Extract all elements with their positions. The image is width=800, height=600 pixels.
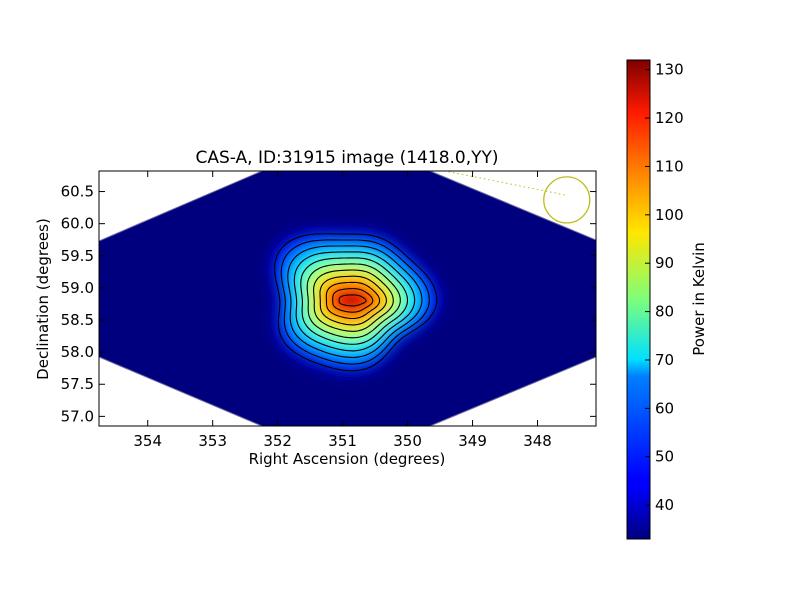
- map-boundary: [99, 171, 596, 426]
- x-tick-label: 352: [263, 432, 292, 450]
- contour-line: [332, 288, 374, 313]
- x-axis: 354 353 352 351 350 349 348: [133, 171, 552, 450]
- y-tick-label: 57.0: [61, 407, 94, 425]
- contour-line: [306, 263, 401, 339]
- colorbar: 40 50 60 70 80 90 100 110 120 130 Power in Kelvin: [626, 59, 708, 540]
- x-tick-label: 351: [328, 432, 357, 450]
- y-tick-label: 60.0: [61, 215, 94, 233]
- x-axis-label: Right Ascension (degrees): [249, 450, 446, 468]
- plot-frame: [98, 170, 597, 427]
- colorbar-tick-label: 40: [655, 496, 674, 514]
- y-tick-label: 60.5: [61, 183, 94, 201]
- colorbar-gradient: [626, 59, 651, 540]
- contour-line: [300, 257, 409, 345]
- chart-title: CAS-A, ID:31915 image (1418.0,YY): [195, 148, 498, 168]
- heat-layer: [341, 297, 364, 304]
- colorbar-label: Power in Kelvin: [690, 242, 708, 356]
- contour-line: [313, 269, 394, 332]
- colorbar-tick-label: 50: [655, 448, 674, 466]
- x-tick-label: 350: [393, 432, 422, 450]
- x-tick-label: 349: [458, 432, 487, 450]
- y-axis-label: Declination (degrees): [34, 218, 52, 380]
- colorbar-tick-label: 60: [655, 399, 674, 417]
- beam-circle: [543, 176, 591, 224]
- y-axis: 57.0 57.5 58.0 58.5 59.0 59.5 60.0 60.5: [61, 183, 596, 425]
- colorbar-tick-label: 70: [655, 351, 674, 369]
- colorbar-tick-label: 90: [655, 254, 674, 272]
- y-tick-label: 58.0: [61, 343, 94, 361]
- colorbar-tick-label: 130: [655, 61, 684, 79]
- contour-line: [325, 281, 381, 320]
- contour-line: [274, 233, 438, 372]
- colorbar-ticks: 40 50 60 70 80 90 100 110 120 130: [645, 61, 684, 514]
- x-tick-label: 353: [198, 432, 227, 450]
- plot-area: 354 353 352 351 350 349 348 57.0 57.5 58.0 58.5 59…: [61, 170, 597, 450]
- x-tick-label: 348: [523, 432, 552, 450]
- contour-line: [287, 245, 423, 359]
- y-tick-label: 58.5: [61, 311, 94, 329]
- colorbar-tick-label: 120: [655, 109, 684, 127]
- y-tick-label: 57.5: [61, 375, 94, 393]
- contour-line: [280, 239, 430, 365]
- contour-line: [319, 275, 387, 326]
- y-tick-label: 59.0: [61, 279, 94, 297]
- contour-lines: [274, 233, 438, 372]
- y-tick-label: 59.5: [61, 247, 94, 265]
- colorbar-tick-label: 110: [655, 157, 684, 175]
- colorbar-tick-label: 100: [655, 206, 684, 224]
- colorbar-tick-label: 80: [655, 303, 674, 321]
- contour-line: [338, 294, 367, 307]
- contour-line: [293, 251, 416, 352]
- x-tick-label: 354: [133, 432, 162, 450]
- heatmap-image: [99, 171, 596, 426]
